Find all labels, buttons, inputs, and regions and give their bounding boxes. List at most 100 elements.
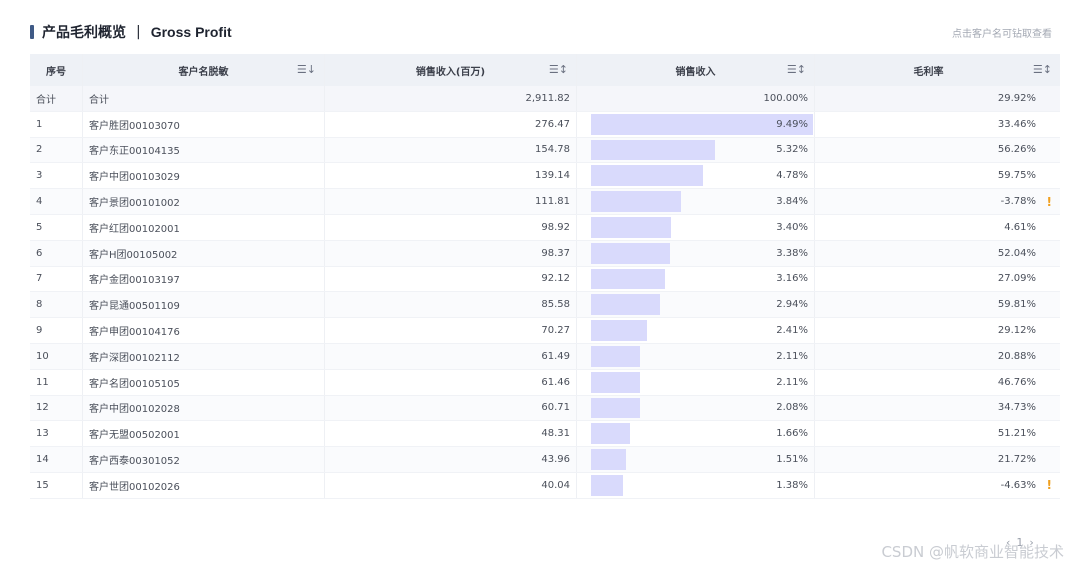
- table-row: 10 客户深团00102112 61.49 2.11% 20.88%: [30, 343, 1060, 370]
- col-header-revenue-share[interactable]: 销售收入 ☰↕: [576, 54, 814, 86]
- total-index: 合计: [36, 94, 56, 106]
- revenue-share-value: 9.49%: [776, 118, 808, 130]
- customer-name-link[interactable]: 客户东正00104135: [82, 137, 324, 163]
- customer-name-link[interactable]: 客户深团00102112: [82, 343, 324, 369]
- page-title: 产品毛利概览: [42, 25, 126, 41]
- revenue-share-value: 5.32%: [776, 144, 808, 156]
- revenue-share-cell: 3.84%: [576, 189, 814, 214]
- margin-value: 27.09%: [997, 273, 1036, 285]
- customer-name-link[interactable]: 客户红团00102001: [82, 214, 324, 240]
- total-share: 100.00%: [576, 86, 814, 111]
- margin-value: 51.21%: [997, 428, 1036, 440]
- customer-name-link[interactable]: 客户中团00103029: [82, 163, 324, 189]
- customer-name-link[interactable]: 客户无盟00502001: [82, 421, 324, 447]
- current-page[interactable]: 1: [1016, 536, 1024, 549]
- customer-name-link[interactable]: 客户申团00104176: [82, 318, 324, 343]
- col-header-customer[interactable]: 客户名脱敏 ☰↓: [82, 54, 324, 86]
- sort-icon[interactable]: ☰↕: [786, 63, 806, 76]
- revenue-share-bar: [591, 423, 630, 445]
- customer-name-link[interactable]: 客户H团00105002: [82, 240, 324, 266]
- customer-name-link[interactable]: 客户中团00102028: [82, 395, 324, 421]
- col-header-index: 序号: [46, 66, 66, 78]
- table-body: 1 客户胜团00103070 276.47 9.49% 33.46% 2 客户东正00104…: [30, 111, 1060, 499]
- margin-cell: 4.61%: [814, 214, 1060, 240]
- revenue-share-value: 3.38%: [776, 247, 808, 259]
- margin-value: 59.81%: [997, 299, 1036, 311]
- margin-value: 20.88%: [997, 350, 1036, 362]
- customer-name-link[interactable]: 客户金团00103197: [82, 266, 324, 292]
- row-index: 10: [36, 350, 49, 362]
- revenue-cell: 61.49: [324, 343, 576, 369]
- sort-icon[interactable]: ☰↕: [1032, 63, 1052, 76]
- revenue-cell: 70.27: [324, 318, 576, 343]
- margin-value: 21.72%: [997, 454, 1036, 466]
- table-row: 7 客户金团00103197 92.12 3.16% 27.09%: [30, 266, 1060, 293]
- revenue-share-cell: 9.49%: [576, 111, 814, 137]
- revenue-share-cell: 2.94%: [576, 292, 814, 318]
- prev-page-icon[interactable]: ‹: [1006, 536, 1011, 549]
- margin-cell: 21.72%: [814, 447, 1060, 472]
- sort-icon[interactable]: ☰↕: [548, 63, 568, 76]
- row-index: 9: [36, 325, 43, 337]
- revenue-share-cell: 1.38%: [576, 472, 814, 498]
- revenue-share-value: 4.78%: [776, 170, 808, 182]
- table-row: 4 客户景团00101002 111.81 3.84% -3.78%!: [30, 189, 1060, 215]
- col-header-revenue-millions[interactable]: 销售收入(百万) ☰↕: [324, 54, 576, 86]
- margin-cell: -3.78%!: [814, 189, 1060, 214]
- revenue-share-value: 2.94%: [776, 299, 808, 311]
- customer-name-link[interactable]: 客户昆通00501109: [82, 292, 324, 318]
- customer-name-link[interactable]: 客户景团00101002: [82, 189, 324, 214]
- revenue-share-value: 1.38%: [776, 479, 808, 491]
- table-row: 9 客户申团00104176 70.27 2.41% 29.12%: [30, 318, 1060, 344]
- row-index: 15: [36, 479, 49, 491]
- margin-value: 59.75%: [997, 170, 1036, 182]
- revenue-cell: 61.46: [324, 369, 576, 395]
- margin-value: -4.63%: [1000, 479, 1036, 491]
- table-row: 13 客户无盟00502001 48.31 1.66% 51.21%: [30, 421, 1060, 448]
- table-row: 14 客户西泰00301052 43.96 1.51% 21.72%: [30, 447, 1060, 473]
- customer-name-link[interactable]: 客户世团00102026: [82, 472, 324, 498]
- table-row: 5 客户红团00102001 98.92 3.40% 4.61%: [30, 214, 1060, 241]
- margin-value: 4.61%: [1004, 221, 1036, 233]
- margin-cell: 46.76%: [814, 369, 1060, 395]
- total-name: 合计: [82, 86, 324, 111]
- revenue-share-cell: 2.08%: [576, 395, 814, 421]
- sort-icon[interactable]: ☰↓: [296, 63, 316, 76]
- revenue-share-value: 2.11%: [776, 376, 808, 388]
- revenue-share-cell: 3.40%: [576, 214, 814, 240]
- customer-name-link[interactable]: 客户西泰00301052: [82, 447, 324, 472]
- table-row: 2 客户东正00104135 154.78 5.32% 56.26%: [30, 137, 1060, 164]
- margin-cell: 52.04%: [814, 240, 1060, 266]
- revenue-share-cell: 3.38%: [576, 240, 814, 266]
- revenue-share-value: 1.66%: [776, 428, 808, 440]
- customer-name-link[interactable]: 客户名团00105105: [82, 369, 324, 395]
- revenue-share-value: 2.08%: [776, 402, 808, 414]
- table-header-row: 序号 客户名脱敏 ☰↓ 销售收入(百万) ☰↕ 销售收入 ☰↕ 毛利率 ☰↕: [30, 54, 1060, 86]
- revenue-share-cell: 3.16%: [576, 266, 814, 292]
- revenue-share-cell: 2.41%: [576, 318, 814, 343]
- table-row: 3 客户中团00103029 139.14 4.78% 59.75%: [30, 163, 1060, 190]
- row-index: 14: [36, 454, 49, 466]
- customer-name-link[interactable]: 客户胜团00103070: [82, 111, 324, 137]
- next-page-icon[interactable]: ›: [1029, 536, 1034, 549]
- revenue-share-cell: 4.78%: [576, 163, 814, 189]
- row-index: 3: [36, 170, 43, 182]
- revenue-share-value: 2.11%: [776, 350, 808, 362]
- revenue-share-value: 1.51%: [776, 454, 808, 466]
- margin-cell: 33.46%: [814, 111, 1060, 137]
- header: 产品毛利概览 | Gross Profit 点击客户名可钻取查看: [30, 20, 1052, 44]
- revenue-cell: 111.81: [324, 189, 576, 214]
- row-index: 6: [36, 247, 43, 259]
- row-index: 5: [36, 221, 43, 233]
- margin-cell: -4.63%!: [814, 472, 1060, 498]
- revenue-cell: 139.14: [324, 163, 576, 189]
- page-title-en: Gross Profit: [150, 24, 232, 40]
- row-index: 12: [36, 402, 49, 414]
- row-index: 13: [36, 428, 49, 440]
- gross-profit-table: 序号 客户名脱敏 ☰↓ 销售收入(百万) ☰↕ 销售收入 ☰↕ 毛利率 ☰↕ 合计 合计…: [30, 54, 1060, 499]
- col-header-margin[interactable]: 毛利率 ☰↕: [814, 54, 1060, 86]
- revenue-share-cell: 1.66%: [576, 421, 814, 447]
- revenue-share-bar: [591, 320, 648, 341]
- margin-cell: 59.75%: [814, 163, 1060, 189]
- pagination: ‹ 1 ›: [1006, 536, 1034, 549]
